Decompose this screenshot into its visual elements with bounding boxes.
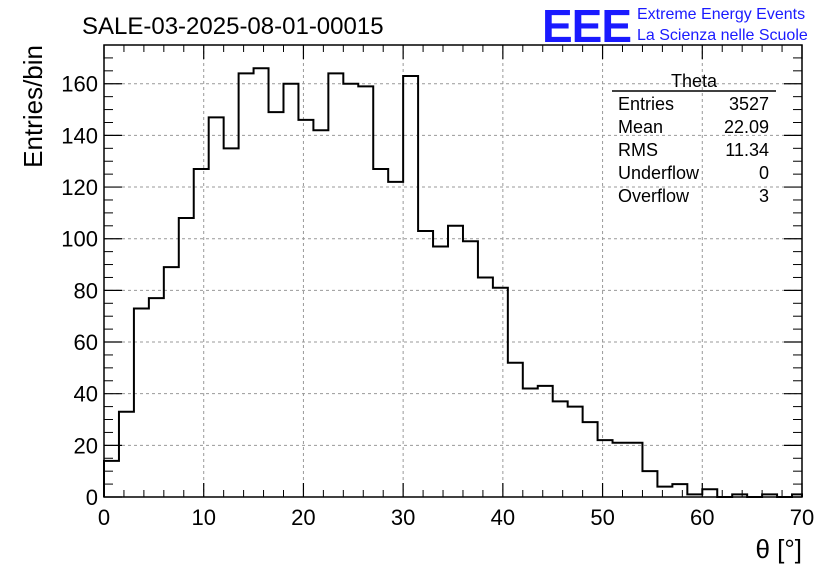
stats-box: Theta Entries 3527 Mean 22.09 RMS 11.34 Underfl… xyxy=(612,71,776,206)
histogram-bin xyxy=(493,288,508,497)
x-tick-label: 70 xyxy=(790,505,814,530)
stats-row-value: 3527 xyxy=(729,94,769,114)
histogram-bin xyxy=(598,440,613,497)
histogram-bin xyxy=(119,412,134,497)
histogram-bin xyxy=(463,241,478,497)
x-tick-label: 60 xyxy=(690,505,714,530)
logo-line-1: Extreme Energy Events xyxy=(637,6,805,23)
x-tick-label: 40 xyxy=(491,505,515,530)
x-tick-label: 30 xyxy=(391,505,415,530)
stats-row-value: 11.34 xyxy=(725,140,769,160)
histogram-bin xyxy=(134,308,149,497)
histogram-bin xyxy=(538,386,553,497)
histogram-bin xyxy=(224,148,239,497)
y-tick-label: 20 xyxy=(74,433,98,458)
histogram-bin xyxy=(448,226,463,497)
stats-row-label: Overflow xyxy=(618,186,690,206)
axis-ticks xyxy=(103,45,803,498)
stats-row-label: RMS xyxy=(618,140,658,160)
logo-line-2: La Scienza nelle Scuole xyxy=(637,27,808,44)
histogram-bin xyxy=(523,389,538,497)
stats-title: Theta xyxy=(671,71,718,91)
y-tick-label: 160 xyxy=(61,72,98,97)
histogram-bin xyxy=(358,86,373,497)
eee-logo: EEE Extreme Energy Events La Scienza nel… xyxy=(542,0,808,52)
histogram-bin xyxy=(702,489,717,497)
histogram-bin xyxy=(568,407,583,497)
histogram-bin xyxy=(613,443,628,497)
histogram-bin xyxy=(283,84,298,497)
histogram-bin xyxy=(343,84,358,497)
histogram-bin xyxy=(298,120,313,497)
histogram-bin xyxy=(269,112,284,497)
histogram-bin xyxy=(403,76,418,497)
stats-row-value: 3 xyxy=(759,186,769,206)
stats-row-label: Mean xyxy=(618,117,663,137)
histogram-bin xyxy=(164,267,179,497)
histogram-bin xyxy=(642,471,657,497)
histogram-bin xyxy=(508,363,523,497)
stats-row-value: 22.09 xyxy=(724,117,769,137)
histogram-bin xyxy=(194,169,209,497)
plot-frame xyxy=(103,44,803,498)
y-tick-label: 60 xyxy=(74,330,98,355)
histogram-bin xyxy=(149,298,164,497)
x-tick-label: 50 xyxy=(590,505,614,530)
grid-lines xyxy=(104,45,802,497)
histogram-bin xyxy=(254,68,269,497)
histogram-bin xyxy=(478,277,493,497)
histogram-outline xyxy=(103,67,803,498)
y-tick-label: 140 xyxy=(61,123,98,148)
chart-title: SALE-03-2025-08-01-00015 xyxy=(82,13,384,40)
x-tick-labels: 0 10 20 30 40 50 60 70 xyxy=(98,505,814,530)
histogram-bin xyxy=(104,461,119,497)
y-tick-label: 0 xyxy=(86,485,98,510)
y-tick-label: 40 xyxy=(74,382,98,407)
histogram-bin xyxy=(328,73,343,497)
histogram-bin xyxy=(657,487,672,497)
histogram-bin xyxy=(313,130,328,497)
histogram-bin xyxy=(553,401,568,497)
histogram-bin xyxy=(433,246,448,497)
histogram-bin xyxy=(418,231,433,497)
histogram-bin xyxy=(672,484,687,497)
histogram-bin xyxy=(583,422,598,497)
stats-row-label: Entries xyxy=(618,94,674,114)
histogram-bin xyxy=(373,169,388,497)
logo-mark: EEE xyxy=(542,0,631,52)
y-tick-label: 120 xyxy=(61,175,98,200)
histogram-bin xyxy=(239,73,254,497)
x-tick-label: 20 xyxy=(291,505,315,530)
x-tick-label: 0 xyxy=(98,505,110,530)
y-axis-title: Entries/bin xyxy=(18,45,48,168)
histogram-bin xyxy=(388,182,403,497)
x-axis-title: θ [°] xyxy=(755,534,802,564)
histogram-bin xyxy=(209,117,224,497)
y-tick-label: 100 xyxy=(61,227,98,252)
x-tick-label: 10 xyxy=(191,505,215,530)
histogram-bin xyxy=(179,218,194,497)
histogram-bin xyxy=(628,443,643,497)
y-tick-label: 80 xyxy=(74,278,98,303)
stats-row-label: Underflow xyxy=(618,163,700,183)
y-tick-labels: 0 20 40 60 80 100 120 140 160 xyxy=(61,72,98,510)
stats-row-value: 0 xyxy=(759,163,769,183)
